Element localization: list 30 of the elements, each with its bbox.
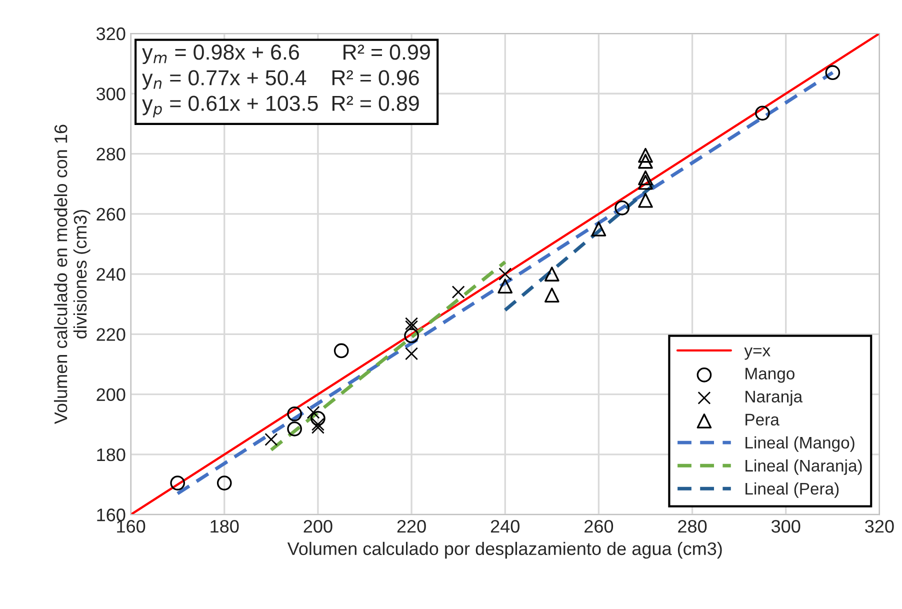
annotation: y$_{p}$ = 0.61x + 103.5 R² = 0.89 <box>142 96 419 118</box>
legend-label: Naranja <box>746 390 803 406</box>
y-tick-label: 260 <box>96 208 126 221</box>
y-axis-title: Volumen calculado en modelo con 16 divisiones (cm3) <box>54 124 90 424</box>
x-tick-label: 240 <box>490 520 520 533</box>
y-tick-label: 160 <box>97 508 126 522</box>
y-tick-label: 220 <box>96 328 126 341</box>
y-tick-label: 280 <box>96 148 126 160</box>
y-tick-label: 240 <box>96 268 126 281</box>
legend-label: Lineal (Mango) <box>746 436 854 452</box>
x-tick-label: 220 <box>397 520 426 533</box>
y-tick-label: 180 <box>97 448 126 462</box>
x-tick-label: 200 <box>304 520 332 533</box>
y-tick-label: 300 <box>96 88 126 100</box>
y-tick-label: 320 <box>96 27 126 40</box>
annotation: y$_{m}$ = 0.98x + 6.6 R² = 0.99 <box>142 44 430 64</box>
x-tick-label: 300 <box>771 520 800 533</box>
annotation: y$_{n}$ = 0.77x + 50.4 R² = 0.96 <box>142 70 419 90</box>
legend-label: Lineal (Naranja) <box>746 459 862 475</box>
legend-label: Mango <box>746 368 794 383</box>
x-axis-title: Volumen calculado por desplazamiento de agua (cm3) <box>287 542 722 559</box>
x-tick-label: 280 <box>678 520 707 533</box>
x-tick-label: 260 <box>584 520 614 533</box>
y-tick-label: 200 <box>96 388 126 402</box>
x-tick-label: 320 <box>865 520 894 533</box>
legend-label: Lineal (Pera) <box>746 482 839 498</box>
x-tick-label: 160 <box>117 520 146 533</box>
x-tick-label: 180 <box>210 520 239 533</box>
legend-label: y=x <box>744 347 770 360</box>
legend-label: Pera <box>746 414 780 426</box>
